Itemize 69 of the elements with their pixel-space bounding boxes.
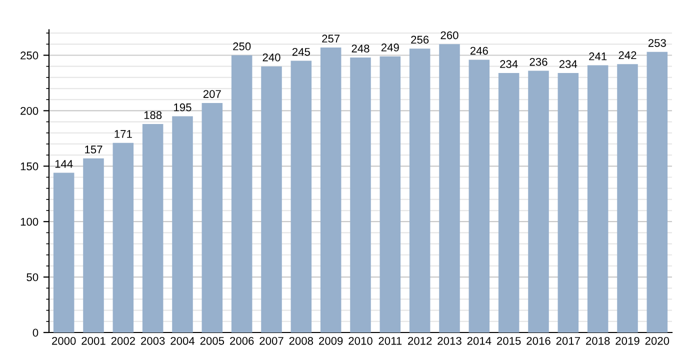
data-label: 234 [500, 60, 518, 68]
bar [409, 48, 430, 332]
data-label: 253 [648, 39, 666, 47]
bar [231, 55, 252, 332]
bar [558, 73, 579, 332]
x-tick-label: 2013 [438, 336, 462, 345]
data-label: 248 [352, 44, 370, 52]
x-tick-label: 2017 [556, 336, 580, 345]
x-tick-label: 2016 [526, 336, 550, 345]
data-label: 240 [262, 54, 280, 62]
bar [290, 60, 312, 332]
bar [350, 57, 371, 332]
x-tick-label: 2018 [586, 336, 610, 345]
x-tick-label: 2008 [289, 336, 314, 345]
data-label: 188 [144, 111, 162, 120]
data-label: 246 [470, 46, 488, 55]
bar [202, 102, 223, 332]
y-tick-label: 150 [20, 162, 38, 170]
bar [172, 116, 193, 332]
data-label: 242 [618, 51, 636, 60]
bar [587, 65, 608, 332]
x-tick-label: 2005 [200, 336, 224, 345]
x-tick-label: 2010 [348, 336, 372, 345]
bar [53, 172, 74, 332]
bar [380, 56, 401, 332]
data-label: 249 [381, 44, 399, 52]
x-tick-label: 2015 [497, 336, 521, 345]
x-tick-label: 2011 [378, 336, 402, 345]
bar [617, 64, 638, 332]
x-tick-label: 2012 [408, 336, 432, 345]
x-tick-label: 2020 [645, 336, 670, 345]
y-tick-label: 50 [26, 273, 38, 282]
data-label: 245 [292, 48, 310, 56]
x-tick-label: 2002 [111, 336, 135, 345]
data-label: 195 [174, 103, 192, 112]
data-label: 257 [322, 34, 340, 43]
x-tick-label: 2000 [52, 336, 76, 345]
y-tick-label: 100 [20, 218, 38, 226]
x-tick-label: 2019 [616, 336, 640, 345]
y-tick-label: 200 [20, 106, 38, 115]
data-label: 157 [85, 146, 102, 154]
bar [83, 158, 104, 332]
bar [320, 47, 342, 332]
x-tick-label: 2007 [260, 336, 284, 345]
y-tick-label: 250 [20, 52, 38, 60]
x-tick-label: 2004 [170, 336, 195, 345]
data-label: 234 [559, 60, 578, 68]
x-tick-label: 2009 [319, 336, 343, 345]
data-label: 256 [411, 36, 429, 44]
x-tick-label: 2003 [141, 336, 165, 345]
bar [142, 124, 164, 332]
x-tick-label: 2006 [230, 336, 254, 345]
data-label: 144 [55, 160, 73, 168]
data-label: 171 [114, 130, 132, 138]
bar [528, 70, 549, 332]
bar [468, 60, 490, 332]
data-label: 241 [589, 52, 607, 60]
data-label: 260 [440, 31, 458, 40]
bar [261, 66, 282, 332]
data-label: 236 [530, 58, 548, 66]
data-label: 207 [203, 90, 221, 98]
bar [498, 73, 520, 332]
y-tick-label: 0 [32, 328, 38, 337]
bar [646, 52, 668, 332]
x-tick-label: 2014 [467, 336, 492, 345]
bar [112, 142, 134, 332]
x-tick-label: 2001 [82, 336, 106, 345]
bar [439, 44, 460, 332]
data-label: 250 [233, 42, 251, 50]
